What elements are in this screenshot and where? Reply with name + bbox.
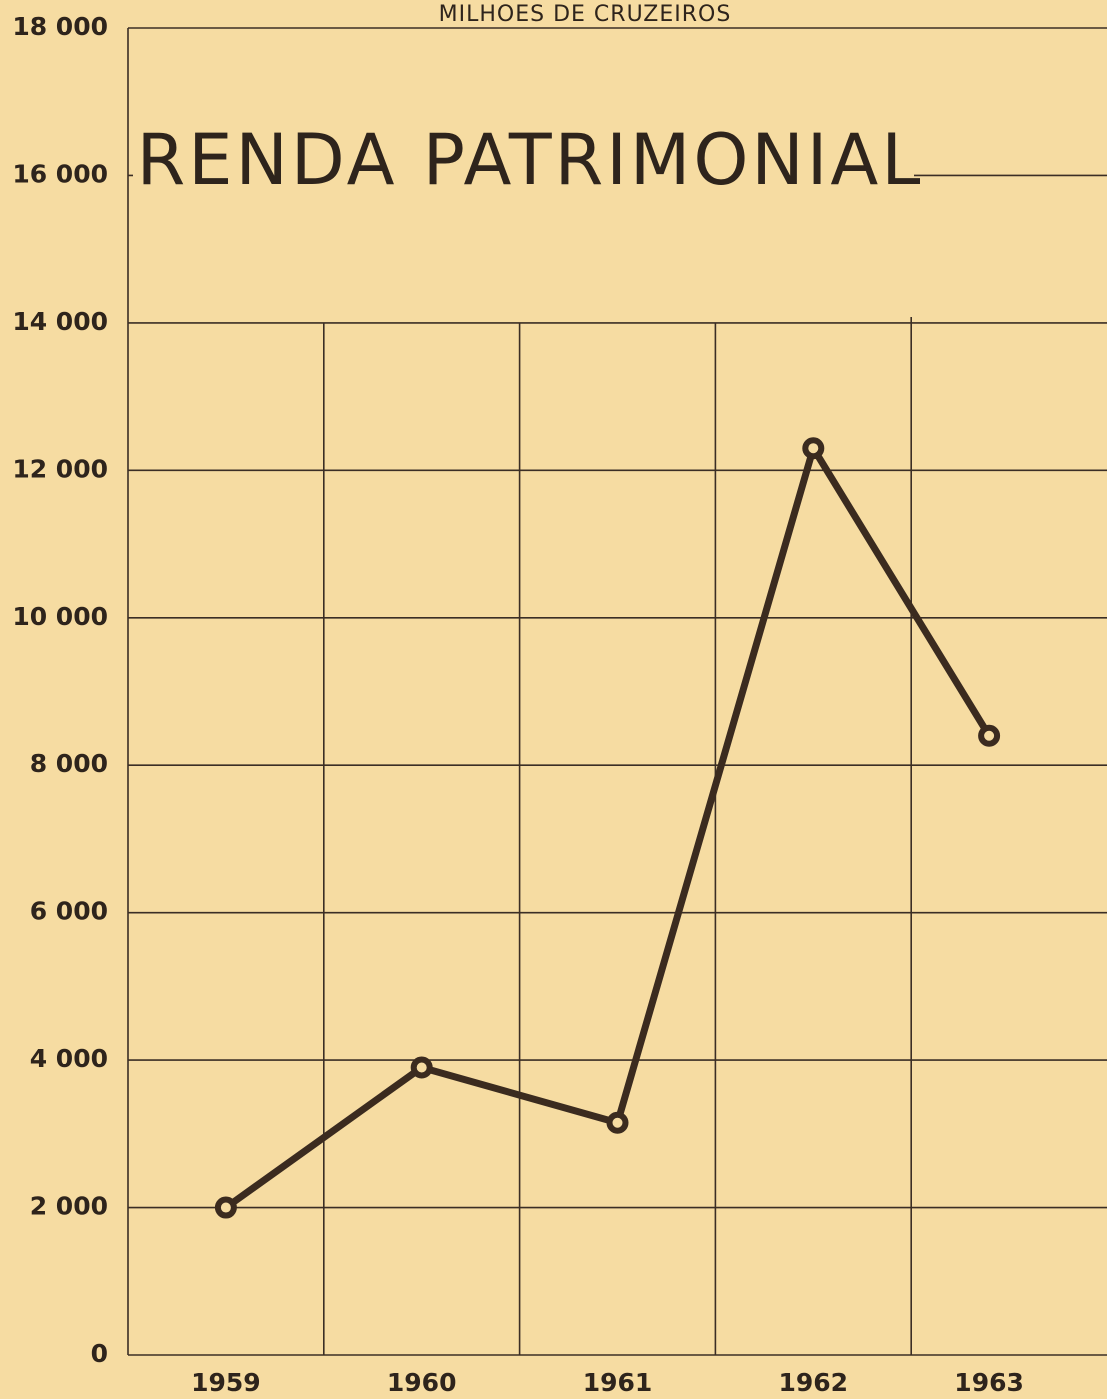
data-point: [978, 724, 1001, 747]
y-tick-label: 10 000: [12, 602, 108, 631]
y-tick-label: 6 000: [30, 897, 108, 926]
y-tick-label: 16 000: [12, 159, 108, 188]
chart-title: RENDA PATRIMONIAL: [137, 119, 924, 201]
y-tick-label: 4 000: [30, 1044, 108, 1073]
x-tick-label: 1961: [583, 1368, 653, 1397]
y-tick-label: 8 000: [30, 749, 108, 778]
y-tick-label: 12 000: [12, 454, 108, 483]
unit-label: MILHOES DE CRUZEIROS: [439, 2, 732, 27]
y-tick-label: 2 000: [30, 1192, 108, 1221]
x-tick-label: 1959: [191, 1368, 261, 1397]
data-point: [410, 1056, 433, 1079]
data-point: [214, 1196, 237, 1219]
x-tick-label: 1960: [387, 1368, 457, 1397]
y-tick-label: 18 000: [12, 12, 108, 41]
plot: [214, 437, 1001, 1219]
y-tick-label: 14 000: [12, 307, 108, 336]
x-tick-label: 1962: [779, 1368, 849, 1397]
data-point: [606, 1111, 629, 1134]
title-box: [133, 30, 914, 317]
x-tick-label: 1963: [954, 1368, 1024, 1397]
y-tick-label: 0: [91, 1339, 108, 1368]
data-point: [802, 437, 825, 460]
